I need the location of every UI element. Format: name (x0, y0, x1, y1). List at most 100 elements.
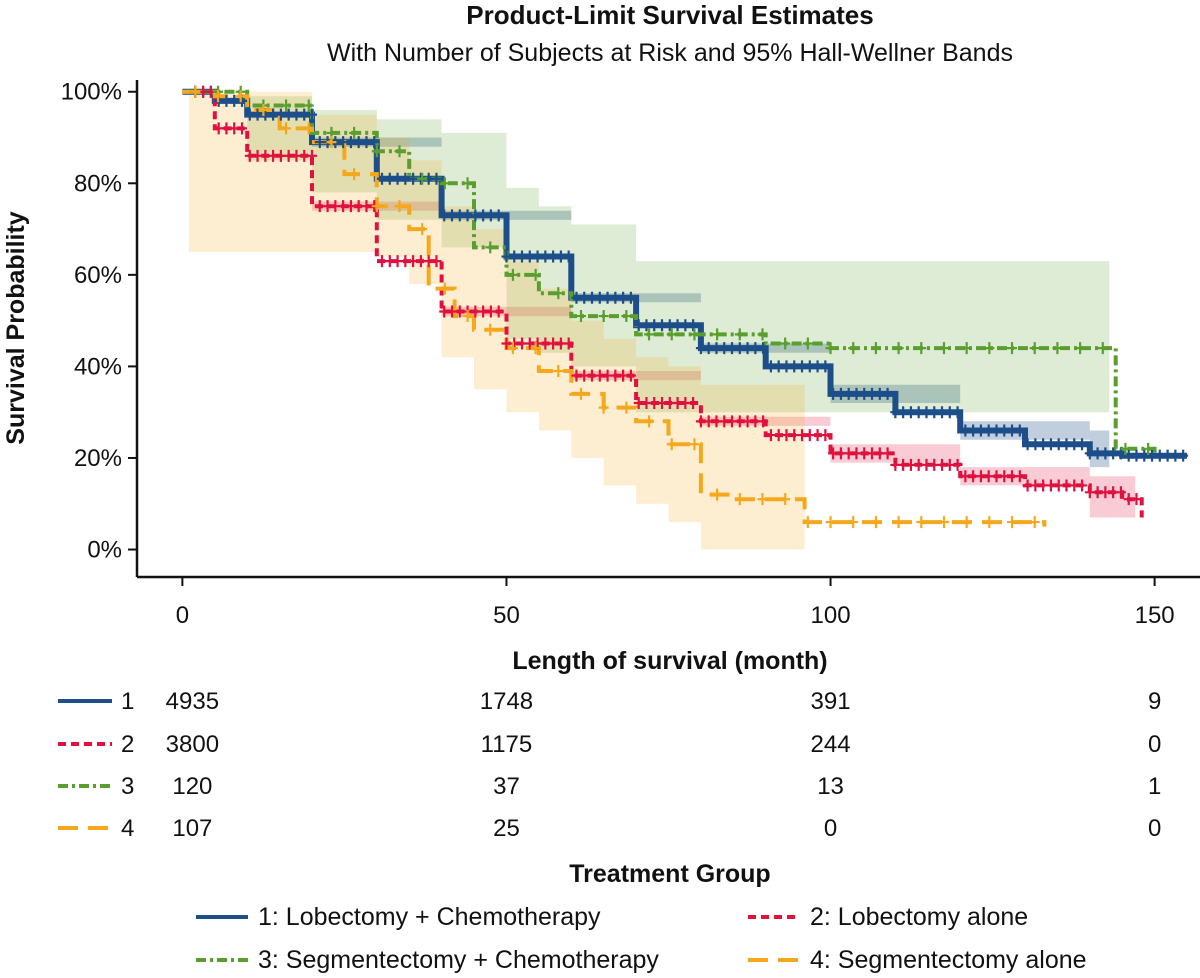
censor-mark-group-4 (417, 223, 428, 236)
censor-mark-group-4 (666, 438, 677, 451)
censor-mark-group-4 (530, 342, 541, 355)
censor-mark-group-1 (431, 172, 442, 185)
censor-mark-group-4 (326, 136, 337, 149)
censor-mark-group-3 (712, 328, 723, 341)
censor-mark-group-4 (439, 282, 450, 295)
censor-mark-group-4 (712, 488, 723, 501)
censor-mark-group-3 (598, 310, 609, 323)
censor-mark-group-1 (820, 360, 831, 373)
censor-mark-group-4 (371, 200, 382, 213)
censor-mark-group-3 (825, 342, 836, 355)
risk-count: 0 (824, 815, 837, 842)
censor-mark-group-3 (1120, 442, 1131, 455)
band-group-1 (182, 91, 1110, 472)
censor-mark-group-1 (563, 250, 574, 263)
risk-row-id: 3 (121, 773, 134, 800)
censor-mark-group-4 (462, 310, 473, 323)
censor-mark-group-1 (688, 319, 699, 332)
risk-count: 13 (817, 773, 844, 800)
censor-mark-group-4 (190, 85, 201, 98)
y-axis-label: Survival Probability (2, 211, 30, 445)
censor-mark-group-3 (485, 241, 496, 254)
censor-mark-group-3 (462, 177, 473, 190)
censor-mark-group-3 (1007, 342, 1018, 355)
censor-mark-group-2 (1014, 470, 1025, 483)
legend-label: 2: Lobectomy alone (810, 903, 1028, 931)
risk-count: 391 (811, 688, 851, 715)
censor-mark-group-4 (575, 387, 586, 400)
censor-mark-group-2 (431, 255, 442, 268)
risk-row-id: 1 (121, 688, 134, 715)
censor-mark-group-3 (281, 99, 292, 112)
curve-group-2 (182, 89, 1144, 518)
risk-table: 1 4935 1748 391 9 2 3800 1175 244 0 3 120 37 13 1 4 107 2… (58, 688, 1161, 842)
censor-mark-group-4 (757, 493, 768, 506)
censor-mark-group-3 (802, 337, 813, 350)
censor-mark-group-4 (825, 516, 836, 529)
censor-mark-group-3 (689, 328, 700, 341)
censor-mark-group-3 (893, 342, 904, 355)
x-tick-label: 50 (493, 602, 520, 629)
censor-mark-group-3 (984, 342, 995, 355)
censor-mark-group-2 (563, 337, 574, 350)
chart-title: Product-Limit Survival Estimates (466, 0, 873, 30)
censor-mark-group-3 (1143, 442, 1154, 455)
censor-mark-group-3 (870, 342, 881, 355)
confidence-bands (182, 91, 1136, 550)
censor-mark-group-3 (644, 328, 655, 341)
censor-mark-group-4 (303, 122, 314, 135)
censor-mark-group-3 (961, 342, 972, 355)
censor-mark-group-4 (1007, 516, 1018, 529)
y-tick-label: 60% (74, 262, 122, 289)
risk-count: 120 (172, 773, 212, 800)
censor-mark-group-3 (394, 145, 405, 158)
censor-mark-group-2 (493, 305, 504, 318)
band-group-2 (182, 91, 1136, 550)
censor-mark-group-3 (1075, 342, 1086, 355)
censor-mark-group-4 (916, 516, 927, 529)
risk-row-id: 4 (121, 815, 134, 842)
risk-count: 107 (172, 815, 212, 842)
censor-mark-group-4 (644, 415, 655, 428)
censor-mark-group-1 (369, 136, 380, 149)
legend-label: 3: Segmentectomy + Chemotherapy (258, 946, 659, 974)
censor-mark-group-4 (507, 342, 518, 355)
risk-count: 1175 (481, 731, 533, 758)
risk-count: 9 (1148, 688, 1161, 715)
x-axis-label: Length of survival (month) (512, 647, 827, 675)
censor-mark-group-2 (1131, 493, 1142, 506)
censor-mark-group-2 (688, 397, 699, 410)
censor-mark-group-4 (281, 122, 292, 135)
censor-mark-group-4 (870, 516, 881, 529)
censor-mark-group-3 (303, 99, 314, 112)
band-group-3 (182, 91, 1110, 413)
censor-mark-group-4 (485, 323, 496, 336)
y-tick-label: 0% (87, 537, 122, 564)
censor-mark-group-4 (848, 516, 859, 529)
risk-count: 1 (1148, 773, 1161, 800)
censor-mark-group-2 (1115, 486, 1126, 499)
legend-label: 1: Lobectomy + Chemotherapy (258, 903, 601, 931)
censor-mark-group-3 (916, 342, 927, 355)
censor-mark-group-4 (893, 516, 904, 529)
censor-mark-group-3 (349, 126, 360, 139)
censor-mark-group-4 (394, 200, 405, 213)
x-tick-label: 0 (176, 602, 189, 629)
censor-mark-group-2 (237, 122, 248, 135)
censor-mark-group-1 (1014, 424, 1025, 437)
y-tick-label: 40% (74, 353, 122, 380)
x-tick-label: 100 (811, 602, 851, 629)
y-tick-label: 100% (61, 79, 122, 106)
censor-mark-group-4 (1029, 516, 1040, 529)
censor-mark-group-4 (621, 401, 632, 414)
censor-mark-group-4 (938, 516, 949, 529)
censor-mark-group-2 (625, 369, 636, 382)
risk-row-id: 2 (121, 731, 134, 758)
censor-mark-group-4 (689, 438, 700, 451)
censor-mark-group-1 (625, 291, 636, 304)
censor-mark-group-3 (1097, 342, 1108, 355)
censor-mark-group-3 (1052, 342, 1063, 355)
x-tick-label: 150 (1135, 602, 1175, 629)
censor-mark-group-1 (1178, 449, 1189, 462)
censor-mark-group-2 (882, 447, 893, 460)
